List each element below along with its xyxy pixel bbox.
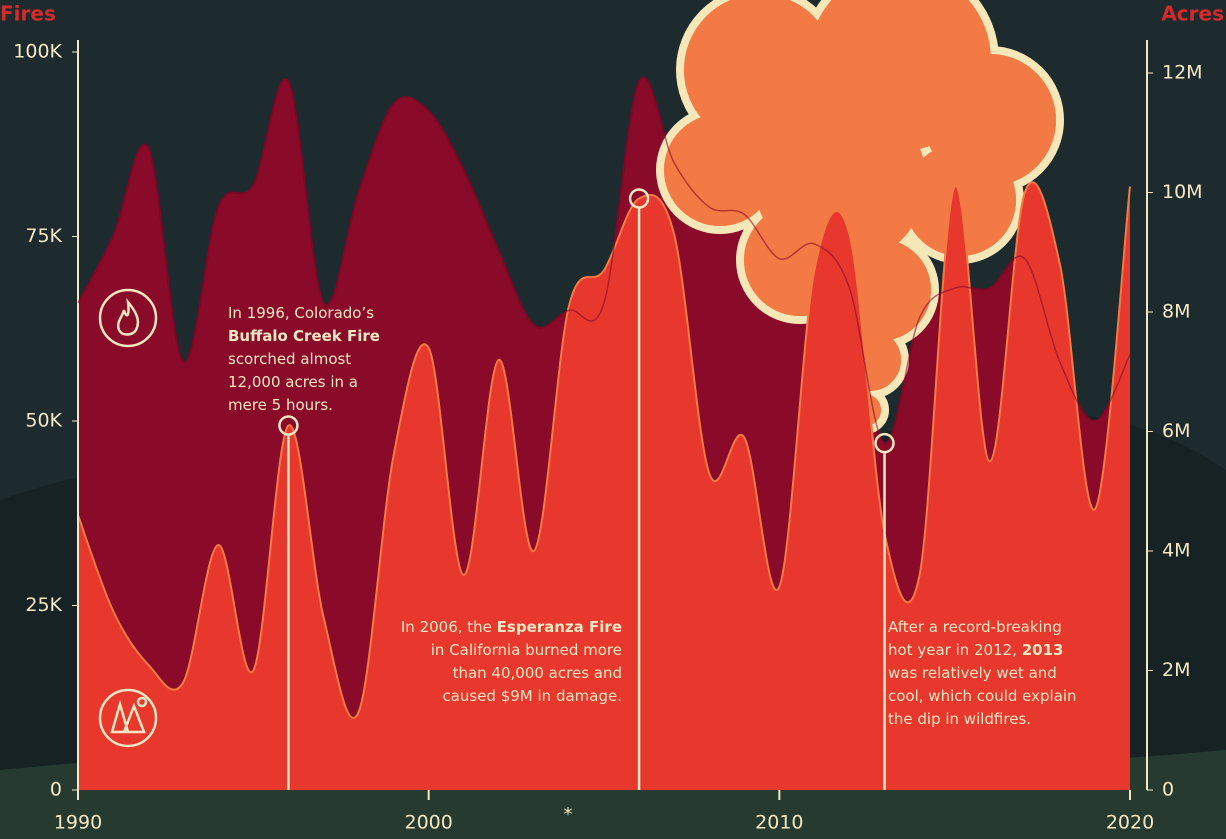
annotation-text: the dip in wildfires. <box>888 710 1031 728</box>
annotation-segment: 12,000 acres in a <box>228 373 358 391</box>
annotation-segment: was relatively wet and <box>888 664 1057 682</box>
y2-tick-label: 0 <box>1162 779 1174 801</box>
annotation-text: In 2006, the Esperanza Fire <box>401 618 622 636</box>
annotation-text: Buffalo Creek Fire <box>228 327 380 345</box>
annotation-text: cool, which could explain <box>888 687 1077 705</box>
annotation-marker <box>628 188 650 209</box>
x-tick-label: 2000 <box>404 812 452 834</box>
annotation-segment: 2013 <box>1022 641 1064 659</box>
annotation-marker <box>874 432 895 454</box>
annotation-text: After a record-breaking <box>888 618 1062 636</box>
annotation-segment: Esperanza Fire <box>497 618 622 636</box>
y2-tick-label: 2M <box>1162 659 1190 681</box>
annotation-segment: cool, which could explain <box>888 687 1077 705</box>
y2-tick-label: 6M <box>1162 420 1190 442</box>
annotation-segment: hot year in 2012, <box>888 641 1022 659</box>
annotation-segment: In 1996, Colorado’s <box>228 304 374 322</box>
y2-tick-label: 12M <box>1162 62 1203 84</box>
annotation-text: 12,000 acres in a <box>228 373 358 391</box>
annotation-text: scorched almost <box>228 350 351 368</box>
y2-axis-title: Acres <box>1161 2 1224 26</box>
x-tick-label: 2010 <box>755 812 803 834</box>
fire-icon <box>98 288 158 748</box>
annotation-marker <box>278 415 299 436</box>
annotation-segment: in California burned more <box>431 641 622 659</box>
area-line <box>77 181 1131 719</box>
annotation-text: than 40,000 acres and <box>453 664 622 682</box>
y2-tick-label: 8M <box>1162 301 1190 323</box>
y-tick-label: 0 <box>50 779 62 801</box>
y-tick-label: 25K <box>25 594 62 616</box>
annotation-segment: In 2006, the <box>401 618 497 636</box>
y2-tick-label: 4M <box>1162 540 1190 562</box>
y-tick-label: 50K <box>25 410 62 432</box>
area <box>78 182 1130 791</box>
x-tick-label: 2020 <box>1106 812 1154 834</box>
annotation-segment: than 40,000 acres and <box>453 664 622 682</box>
y-axis-title: Fires <box>0 2 56 26</box>
annotation-text: mere 5 hours. <box>228 396 333 414</box>
footnote-marker: * <box>564 804 573 825</box>
annotation-text: in California burned more <box>431 641 622 659</box>
annotation-segment: the dip in wildfires. <box>888 710 1031 728</box>
annotation-text: was relatively wet and <box>888 664 1057 682</box>
x-tick-label: 1990 <box>54 812 102 834</box>
annotation-segment: After a record-breaking <box>888 618 1062 636</box>
annotation-segment: scorched almost <box>228 350 351 368</box>
annotation-segment: caused $9M in damage. <box>442 687 622 705</box>
annotation-segment: mere 5 hours. <box>228 396 333 414</box>
annotation-text: caused $9M in damage. <box>442 687 622 705</box>
annotation-text: hot year in 2012, 2013 <box>888 641 1063 659</box>
y2-tick-label: 10M <box>1162 181 1203 203</box>
annotation-segment: Buffalo Creek Fire <box>228 327 380 345</box>
fires-line-overlay <box>77 77 1131 444</box>
annotation-text: In 1996, Colorado’s <box>228 304 374 322</box>
y-tick-label: 75K <box>25 225 62 247</box>
y-tick-label: 100K <box>13 41 62 63</box>
